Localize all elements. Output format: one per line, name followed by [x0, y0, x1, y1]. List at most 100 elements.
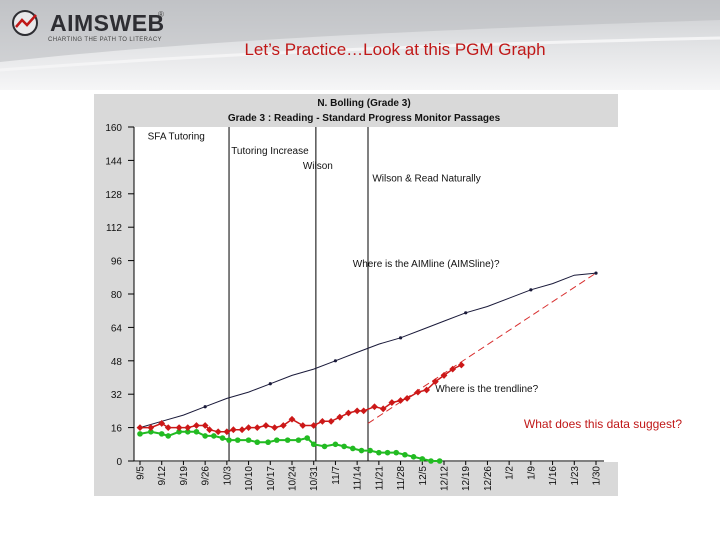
- x-tick-label: 10/31: [309, 466, 320, 491]
- y-tick-label: 160: [105, 123, 122, 134]
- comparison-point: [234, 437, 241, 443]
- student-point: [345, 409, 352, 417]
- phase-lines: SFA Tutoring Tutoring Increase Wilson Wilso…: [148, 127, 481, 461]
- comparison-series: [139, 430, 440, 462]
- aimline-point: [529, 288, 533, 292]
- student-point: [379, 405, 387, 413]
- annotation-label: Where is the trendline?: [435, 384, 538, 395]
- comparison-point: [176, 428, 182, 435]
- student-point: [360, 407, 368, 415]
- comparison-point: [202, 433, 208, 439]
- x-tick-label: 12/5: [418, 466, 429, 486]
- comparison-point: [137, 431, 143, 437]
- y-tick-label: 96: [111, 257, 123, 268]
- comparison-point: [419, 456, 426, 462]
- comparison-point: [341, 443, 347, 450]
- aimsweb-logo: AIMSWEB ® CHARTING THE PATH TO LITERACY: [12, 10, 182, 43]
- comparison-point: [402, 451, 408, 458]
- x-tick-label: 1/30: [592, 466, 603, 486]
- comparison-point: [304, 435, 310, 441]
- aimline-series: [139, 272, 597, 429]
- student-point: [457, 361, 465, 369]
- student-point: [175, 424, 183, 431]
- student-point: [271, 424, 279, 431]
- phase-label: SFA Tutoring: [148, 132, 205, 143]
- slide-title: Let’s Practice…Look at this PGM Graph: [244, 40, 546, 59]
- y-tick-label: 80: [111, 290, 123, 301]
- series-layer: [136, 271, 598, 464]
- comparison-point: [410, 454, 417, 460]
- student-point: [214, 428, 222, 436]
- student-point: [336, 413, 344, 421]
- y-tick-label: 144: [105, 156, 122, 167]
- comparison-point: [193, 428, 200, 435]
- comparison-point: [350, 445, 356, 452]
- comparison-point: [358, 447, 365, 454]
- y-tick-label: 128: [105, 190, 122, 201]
- comparison-point: [295, 437, 302, 443]
- comparison-point: [148, 428, 154, 435]
- comparison-point: [436, 458, 443, 464]
- student-point: [164, 424, 172, 431]
- student-point: [388, 399, 396, 406]
- student-point: [397, 397, 404, 404]
- x-tick-label: 12/12: [440, 466, 451, 491]
- student-point: [440, 372, 448, 379]
- student-point: [147, 424, 155, 431]
- aimline-point: [268, 382, 272, 386]
- comparison-point: [428, 458, 434, 464]
- student-point: [229, 426, 237, 434]
- aimline-point: [594, 271, 598, 275]
- x-tick-label: 9/26: [201, 466, 212, 486]
- comparison-point: [332, 441, 339, 448]
- x-tick-label: 12/26: [483, 466, 494, 491]
- student-point: [238, 426, 246, 434]
- student-point: [201, 422, 209, 429]
- x-tick-label: 9/19: [179, 466, 190, 486]
- y-tick-label: 64: [111, 323, 123, 334]
- comparison-point: [226, 437, 232, 443]
- chart-title: N. Bolling (Grade 3): [317, 98, 410, 109]
- x-tick-label: 9/12: [157, 466, 168, 486]
- question-text: What does this data suggest?: [524, 417, 682, 431]
- student-point: [431, 378, 439, 386]
- comparison-point: [393, 449, 400, 456]
- student-point: [423, 386, 431, 394]
- comparison-point: [321, 443, 328, 450]
- x-tick-label: 10/17: [266, 466, 277, 491]
- aimline-point: [464, 311, 468, 315]
- student-point: [223, 428, 231, 436]
- student-point: [136, 424, 144, 431]
- y-tick-label: 48: [111, 357, 123, 368]
- aimline-point: [333, 359, 338, 363]
- y-tick-label: 16: [111, 424, 123, 435]
- student-point: [206, 426, 213, 434]
- phase-label: Wilson & Read Naturally: [372, 173, 480, 184]
- comparison-point: [254, 439, 261, 446]
- logo-text: AIMSWEB: [50, 10, 165, 36]
- comparison-point: [384, 449, 391, 456]
- comparison-point: [245, 437, 252, 443]
- x-tick-label: 10/24: [288, 466, 299, 491]
- student-point: [158, 420, 166, 427]
- x-tick-label: 1/9: [526, 466, 537, 480]
- x-tick-label: 10/3: [222, 466, 233, 486]
- comparison-point: [310, 441, 317, 448]
- x-tick-label: 1/2: [505, 466, 516, 480]
- comparison-point: [219, 435, 226, 441]
- comparison-point: [165, 433, 172, 439]
- comparison-point: [184, 428, 191, 435]
- axes: 0 16 32 48 64 80 96 112 128 144 160 9/5 9/12 9/19 9/26…: [105, 123, 604, 491]
- student-point: [288, 415, 296, 423]
- logo-trademark: ®: [158, 10, 164, 19]
- phase-label: Tutoring Increase: [231, 146, 309, 157]
- aimsweb-logo-icon: [12, 10, 38, 36]
- y-tick-label: 112: [106, 223, 122, 234]
- student-point: [245, 424, 252, 431]
- annotations: Where is the AIMline (AIMSline)? Where is…: [353, 259, 539, 395]
- x-tick-label: 1/23: [570, 466, 581, 486]
- student-point: [310, 422, 318, 429]
- student-point: [353, 407, 361, 415]
- x-tick-label: 10/10: [244, 466, 255, 491]
